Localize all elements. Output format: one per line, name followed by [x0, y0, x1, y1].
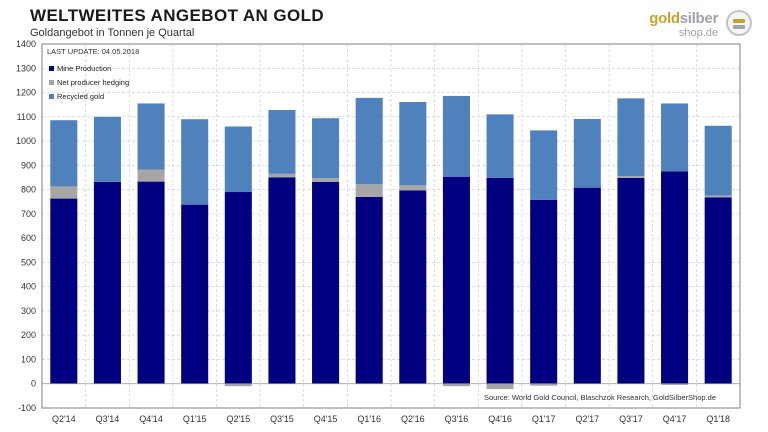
source-note: Source: World Gold Council, Blaschzok Re… — [484, 393, 716, 402]
x-tick-label: Q4'14 — [139, 414, 163, 424]
bar-mine-production — [268, 177, 296, 384]
y-tick-label: 900 — [21, 160, 36, 170]
bar-recycled-gold — [268, 110, 296, 174]
x-tick-label: Q2'15 — [226, 414, 250, 424]
bar-recycled-gold — [181, 119, 209, 205]
y-tick-label: 200 — [21, 330, 36, 340]
bar-mine-production — [530, 199, 558, 384]
y-tick-label: 400 — [21, 282, 36, 292]
x-tick-label: Q1'18 — [706, 414, 730, 424]
bar-mine-production — [137, 181, 165, 384]
bar-mine-production — [181, 204, 209, 384]
bar-net-producer-hedging — [137, 169, 165, 182]
x-tick-label: Q4'15 — [314, 414, 338, 424]
bar-net-producer-hedging — [486, 383, 514, 390]
bar-recycled-gold — [137, 103, 165, 170]
y-tick-label: 700 — [21, 209, 36, 219]
last-update-label: LAST UPDATE: 04.05.2018 — [47, 47, 139, 56]
bar-recycled-gold — [355, 97, 383, 185]
bar-recycled-gold — [704, 125, 732, 196]
bar-recycled-gold — [224, 126, 252, 193]
bar-net-producer-hedging — [399, 184, 427, 191]
y-tick-label: 1200 — [16, 88, 36, 98]
bar-mine-production — [442, 176, 470, 384]
bar-net-producer-hedging — [268, 173, 296, 178]
y-tick-label: 100 — [21, 354, 36, 364]
bar-recycled-gold — [93, 116, 121, 182]
chart-subtitle: Goldangebot in Tonnen je Quartal — [30, 27, 195, 39]
bar-mine-production — [399, 190, 427, 384]
legend-swatch — [49, 94, 54, 99]
bar-mine-production — [355, 196, 383, 384]
bar-net-producer-hedging — [442, 383, 470, 387]
bar-mine-production — [50, 198, 78, 384]
bar-mine-production — [661, 171, 689, 384]
x-tick-label: Q2'17 — [575, 414, 599, 424]
legend-label: Net producer hedging — [57, 78, 129, 87]
bar-mine-production — [93, 181, 121, 384]
bar-mine-production — [224, 192, 252, 384]
logo-wordmark: goldsilber — [649, 10, 718, 27]
x-tick-label: Q2'14 — [52, 414, 76, 424]
x-tick-label: Q3'14 — [96, 414, 120, 424]
legend-label: Mine Production — [57, 64, 111, 73]
bar-recycled-gold — [617, 98, 645, 177]
y-tick-label: 1000 — [16, 136, 36, 146]
y-tick-label: -100 — [18, 403, 36, 413]
legend-label: Recycled gold — [57, 92, 104, 101]
bar-net-producer-hedging — [704, 195, 732, 198]
y-tick-label: 500 — [21, 257, 36, 267]
bar-net-producer-hedging — [50, 186, 78, 199]
y-tick-label: 1300 — [16, 63, 36, 73]
bar-net-producer-hedging — [355, 184, 383, 197]
y-tick-label: 0 — [31, 379, 36, 389]
bar-mine-production — [486, 177, 514, 384]
bar-recycled-gold — [486, 114, 514, 178]
logo-silver-text: silber — [679, 10, 719, 27]
gold-bar-emblem-icon — [726, 10, 752, 36]
chart-title: WELTWEITES ANGEBOT AN GOLD — [30, 6, 325, 25]
bar-recycled-gold — [530, 130, 558, 200]
x-tick-label: Q3'15 — [270, 414, 294, 424]
bar-recycled-gold — [312, 118, 340, 179]
y-tick-label: 800 — [21, 185, 36, 195]
bar-mine-production — [704, 197, 732, 384]
x-tick-label: Q1'17 — [532, 414, 556, 424]
x-tick-label: Q4'17 — [663, 414, 687, 424]
bar-recycled-gold — [661, 103, 689, 172]
bar-net-producer-hedging — [661, 383, 689, 385]
bar-recycled-gold — [573, 118, 601, 188]
x-tick-label: Q2'16 — [401, 414, 425, 424]
logo-domain-text: shop.de — [678, 27, 718, 39]
logo-gold-text: gold — [649, 10, 680, 27]
bar-net-producer-hedging — [312, 178, 340, 182]
bar-mine-production — [617, 177, 645, 384]
bar-mine-production — [312, 181, 340, 384]
x-tick-label: Q4'16 — [488, 414, 512, 424]
legend-swatch — [49, 66, 54, 71]
bar-net-producer-hedging — [617, 176, 645, 178]
goldsilbershop-logo: goldsilber shop.de — [622, 8, 758, 44]
bar-recycled-gold — [442, 95, 470, 177]
x-tick-label: Q1'16 — [357, 414, 381, 424]
y-tick-label: 300 — [21, 306, 36, 316]
bar-net-producer-hedging — [530, 383, 558, 386]
bar-recycled-gold — [399, 101, 427, 185]
legend-swatch — [49, 80, 54, 85]
plot-frame — [41, 43, 741, 409]
bar-mine-production — [573, 187, 601, 384]
y-tick-label: 1400 — [16, 39, 36, 49]
x-tick-label: Q1'15 — [183, 414, 207, 424]
bar-recycled-gold — [50, 120, 78, 187]
y-tick-label: 1100 — [17, 112, 36, 122]
bar-net-producer-hedging — [224, 383, 252, 387]
x-tick-label: Q3'17 — [619, 414, 643, 424]
x-tick-label: Q3'16 — [445, 414, 469, 424]
y-tick-label: 600 — [21, 233, 36, 243]
legend: Mine Production Net producer hedging Recyc… — [49, 64, 129, 101]
